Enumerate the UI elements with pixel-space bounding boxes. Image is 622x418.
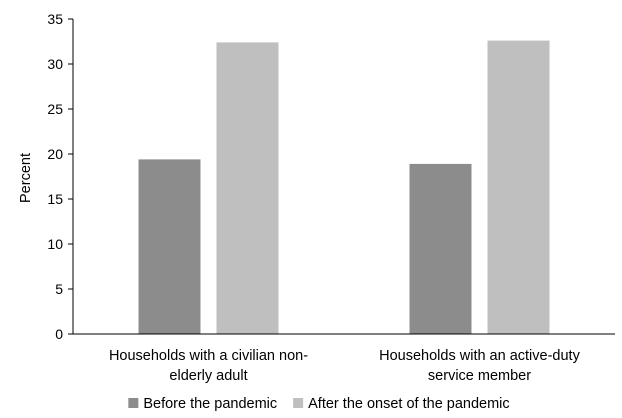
bar-after-1 [216, 42, 279, 335]
category-label: elderly adult [169, 368, 247, 384]
legend-swatch [293, 398, 304, 408]
y-tick-label: 20 [47, 146, 63, 162]
category-label: service member [428, 368, 531, 384]
y-tick-label: 35 [47, 11, 63, 27]
legend: Before the pandemic After the onset of th… [128, 396, 510, 412]
category-label: Households with a civilian non- [109, 348, 308, 364]
category-label: Households with an active-duty [379, 348, 580, 364]
y-tick-label: 0 [55, 326, 63, 342]
y-axis-title: Percent [18, 153, 34, 203]
y-tick-label: 30 [47, 56, 63, 72]
y-tick-label: 25 [47, 101, 63, 117]
legend-swatch [128, 398, 139, 408]
y-tick-label: 15 [47, 191, 63, 207]
bar-after-2 [487, 40, 550, 334]
legend-label: After the onset of the pandemic [308, 396, 510, 412]
y-tick-label: 10 [47, 236, 63, 252]
y-tick-label: 5 [55, 281, 63, 297]
bar-before-2 [409, 163, 472, 334]
bars [138, 40, 550, 335]
y-axis-ticks: 0 5 10 15 20 25 30 35 [47, 11, 73, 342]
category-labels: Households with a civilian non-elderly a… [109, 348, 581, 384]
legend-label: Before the pandemic [143, 396, 277, 412]
bar-before-1 [138, 159, 201, 334]
